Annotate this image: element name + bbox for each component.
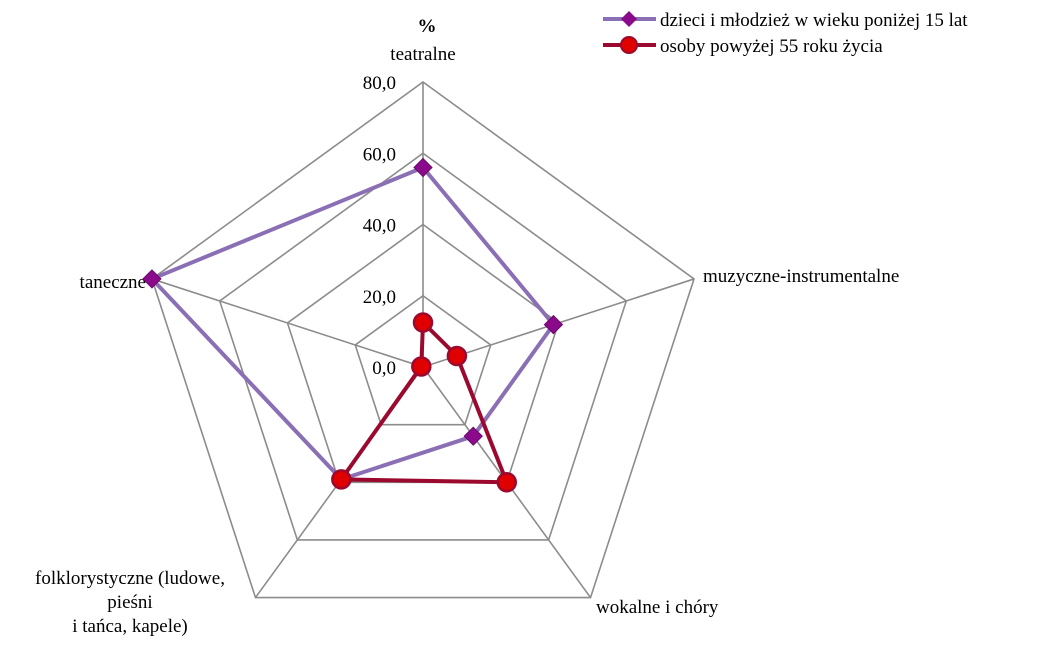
series: [142, 157, 564, 493]
legend-item: dzieci i młodzież w wieku poniżej 15 lat: [603, 10, 968, 31]
axis-spoke: [151, 278, 424, 368]
data-point: [463, 426, 483, 446]
tick-label: 60,0: [363, 144, 396, 165]
data-point: [543, 314, 564, 335]
data-point: [411, 356, 432, 377]
data-point: [446, 345, 468, 367]
legend-label: osoby powyżej 55 roku życia: [660, 36, 883, 57]
category-label: muzyczne-instrumentalne: [703, 266, 899, 287]
legend: dzieci i młodzież w wieku poniżej 15 lat…: [603, 10, 968, 57]
tick-label: 40,0: [363, 216, 396, 237]
category-labels: teatralne muzyczne-instrumentalne wokalne …: [35, 44, 899, 637]
category-label: teatralne: [390, 44, 455, 65]
grid-ring: [218, 152, 628, 541]
legend-marker: [621, 11, 637, 27]
tick-label: 20,0: [363, 287, 396, 308]
tick-label: 80,0: [363, 73, 396, 94]
data-point: [142, 269, 162, 289]
series-line: [149, 165, 556, 482]
series-line: [339, 320, 509, 485]
category-label: taneczne: [80, 272, 146, 293]
grid-ring: [151, 81, 695, 599]
category-label: wokalne i chóry: [596, 597, 719, 618]
tick-label: 0,0: [372, 358, 396, 379]
tick-labels: 0,0 20,0 40,0 60,0 80,0: [363, 73, 396, 379]
data-point: [331, 469, 352, 490]
data-point: [412, 312, 434, 333]
unit-label: %: [418, 16, 437, 37]
legend-marker: [620, 36, 638, 54]
legend-item: osoby powyżej 55 roku życia: [603, 36, 883, 57]
series-group: [331, 312, 518, 493]
data-point: [413, 157, 433, 178]
grid-ring: [354, 294, 492, 426]
category-label: folklorystyczne (ludowe, pieśni i tańca, k…: [35, 568, 225, 637]
legend-label: dzieci i młodzież w wieku poniżej 15 lat: [660, 10, 968, 31]
series-group: [142, 157, 564, 490]
data-point: [496, 472, 518, 493]
